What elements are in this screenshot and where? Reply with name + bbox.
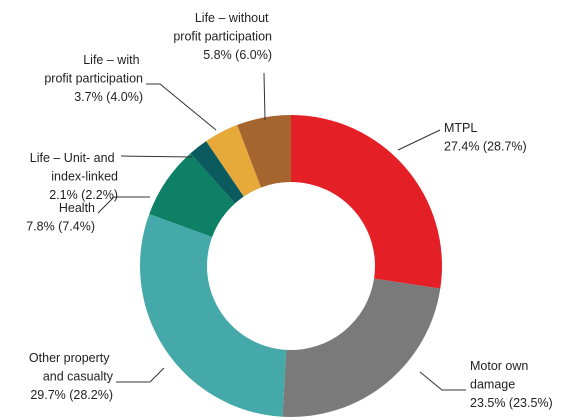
label-line: Motor own (470, 359, 532, 373)
category-label: Health (59, 201, 95, 215)
label-line: profit participation (173, 30, 272, 44)
category-label: Other property and casualty (29, 351, 114, 384)
donut-segment (291, 115, 442, 289)
category-label: MTPL (444, 121, 477, 135)
label-line: and casualty (43, 370, 114, 384)
leader-line (146, 83, 217, 131)
label-line: Life – without (195, 11, 272, 25)
label-line: Life – with (83, 53, 143, 67)
leader-line (120, 155, 193, 158)
label-line: Life – Unit- and (30, 151, 118, 165)
donut-segment (282, 278, 441, 418)
value-label: 29.7% (28.2%) (30, 388, 113, 402)
category-label: Life – with profit participation (44, 53, 143, 86)
donut-segment (140, 213, 287, 417)
leader-line (397, 129, 441, 151)
leader-line (419, 371, 466, 391)
category-label: Life – without profit participation (173, 11, 272, 44)
leader-line (97, 196, 150, 214)
leader-line (263, 72, 266, 121)
value-label: 7.8% (7.4%) (26, 220, 95, 234)
donut-segment (190, 141, 244, 204)
label-line: damage (470, 378, 515, 392)
label-line: profit participation (44, 72, 143, 86)
value-label: 2.1% (2.2%) (49, 188, 118, 202)
value-label: 5.8% (6.0%) (203, 48, 272, 62)
label-line: Health (59, 201, 95, 215)
category-label: Life – Unit- and index-linked (30, 151, 118, 184)
donut-segment (206, 124, 262, 197)
donut-segment (149, 153, 236, 238)
value-label: 27.4% (28.7%) (444, 140, 527, 154)
leader-line (116, 367, 165, 383)
donut-segment (237, 115, 291, 188)
label-line: MTPL (444, 121, 477, 135)
label-line: index-linked (51, 170, 118, 184)
value-label: 23.5% (23.5%) (470, 396, 553, 410)
value-label: 3.7% (4.0%) (74, 90, 143, 104)
category-label: Motor own damage (470, 359, 532, 392)
label-line: Other property (29, 351, 113, 365)
